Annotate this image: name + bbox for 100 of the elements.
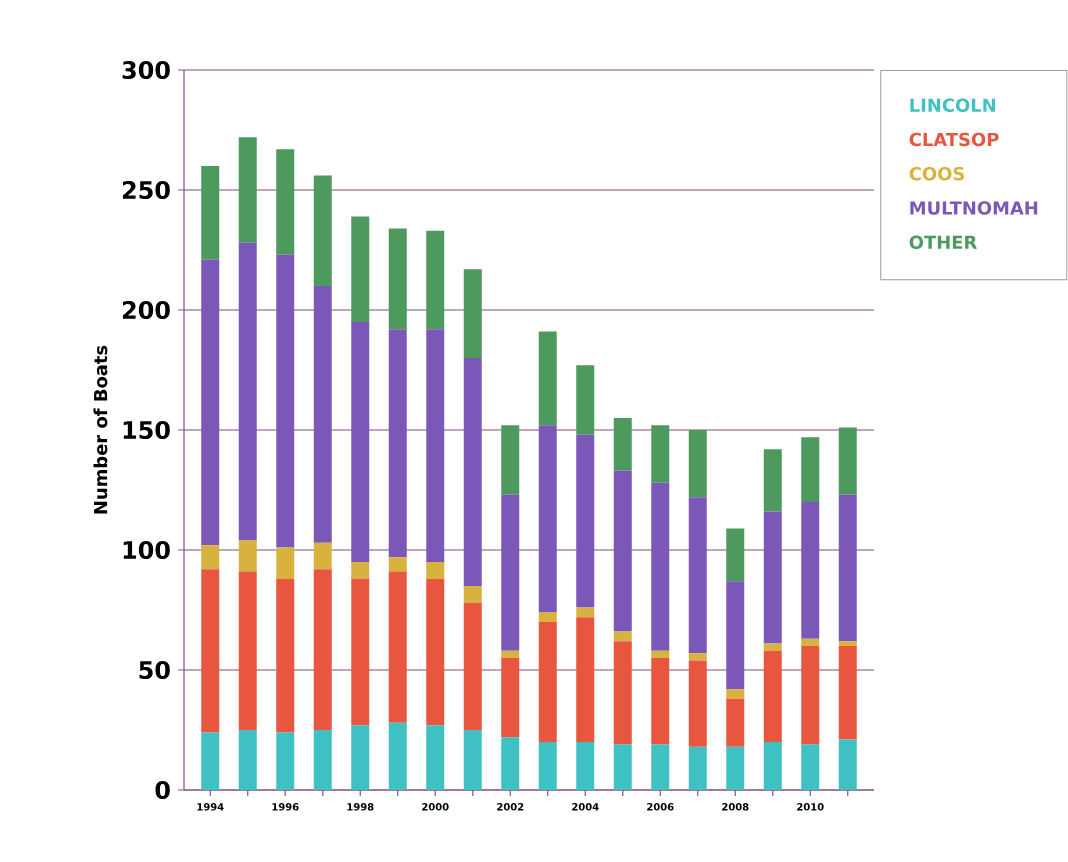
bar xyxy=(313,175,332,286)
bar xyxy=(426,562,445,579)
bar xyxy=(201,545,220,570)
bar xyxy=(313,569,332,730)
bar xyxy=(463,357,482,586)
bar xyxy=(388,722,407,790)
bar xyxy=(201,732,220,790)
bar xyxy=(238,571,257,730)
bar xyxy=(538,742,557,790)
y-tick-label: 0 xyxy=(155,780,170,800)
bar xyxy=(201,165,220,260)
bar xyxy=(838,739,857,790)
bar xyxy=(763,650,782,742)
bar xyxy=(276,732,295,790)
bar xyxy=(613,641,632,745)
bar xyxy=(238,540,257,572)
text: LINCOLN xyxy=(910,98,996,112)
bar xyxy=(463,586,482,603)
bar xyxy=(838,427,857,495)
bar xyxy=(276,547,295,579)
bar xyxy=(538,425,557,613)
bar xyxy=(463,602,482,730)
bar xyxy=(801,502,820,639)
bar xyxy=(726,689,745,699)
y-axis-title: Number of Boats xyxy=(93,345,108,514)
bar xyxy=(763,511,782,644)
bar xyxy=(276,578,295,733)
bar xyxy=(576,742,595,790)
bar xyxy=(688,746,707,790)
bar xyxy=(613,744,632,790)
bar xyxy=(201,259,220,546)
bar xyxy=(276,254,295,548)
bar xyxy=(538,612,557,622)
y-tick-label: 300 xyxy=(122,60,170,80)
bar xyxy=(351,578,370,726)
bar xyxy=(613,631,632,642)
bar xyxy=(388,329,407,558)
text: OTHER xyxy=(909,235,977,250)
bar xyxy=(726,746,745,790)
bar xyxy=(538,331,557,426)
text: CLATSOP xyxy=(909,132,999,147)
bar xyxy=(313,730,332,790)
bar xyxy=(351,562,370,579)
bar xyxy=(576,617,595,742)
bar xyxy=(538,622,557,742)
bar xyxy=(313,542,332,570)
y-tick-label: 50 xyxy=(139,660,170,680)
bar xyxy=(838,646,857,740)
bar xyxy=(688,653,707,661)
bar xyxy=(801,744,820,790)
bar xyxy=(426,329,445,562)
bar xyxy=(426,578,445,726)
bar xyxy=(238,730,257,790)
bar xyxy=(576,365,595,435)
bar xyxy=(576,434,595,608)
bar xyxy=(801,646,820,745)
bar xyxy=(501,737,520,790)
bar xyxy=(688,429,707,498)
bar xyxy=(838,494,857,642)
bar xyxy=(576,607,595,618)
bar xyxy=(238,137,257,243)
bar xyxy=(763,449,782,512)
y-tick-label: 150 xyxy=(123,420,170,440)
bar xyxy=(501,494,520,651)
bar xyxy=(388,228,407,330)
y-tick-label: 250 xyxy=(122,180,170,200)
text: COOS xyxy=(909,166,964,181)
bar xyxy=(613,470,632,632)
bar xyxy=(651,425,670,483)
bar xyxy=(501,650,520,658)
bar xyxy=(501,658,520,738)
bar xyxy=(276,149,295,255)
bar xyxy=(726,581,745,690)
bar xyxy=(201,569,220,733)
bar xyxy=(763,643,782,651)
bar xyxy=(726,528,745,582)
bar xyxy=(388,571,407,723)
text: MULTNOMAH xyxy=(910,201,1038,215)
bar xyxy=(463,730,482,790)
bar xyxy=(651,744,670,790)
bar xyxy=(351,321,370,562)
bar xyxy=(313,285,332,543)
bar xyxy=(388,557,407,572)
bar xyxy=(651,482,670,651)
bar xyxy=(613,417,632,471)
y-tick-label: 100 xyxy=(123,540,170,560)
bar xyxy=(351,725,370,790)
bar xyxy=(688,497,707,654)
bar xyxy=(426,725,445,790)
bar xyxy=(651,650,670,658)
bar xyxy=(726,698,745,747)
bar xyxy=(501,425,520,495)
bar xyxy=(426,230,445,330)
y-tick-label: 200 xyxy=(122,300,170,320)
bar xyxy=(801,638,820,646)
bar xyxy=(688,660,707,747)
bar xyxy=(463,269,482,358)
bar xyxy=(763,742,782,790)
bar xyxy=(351,216,370,322)
bar xyxy=(801,437,820,502)
